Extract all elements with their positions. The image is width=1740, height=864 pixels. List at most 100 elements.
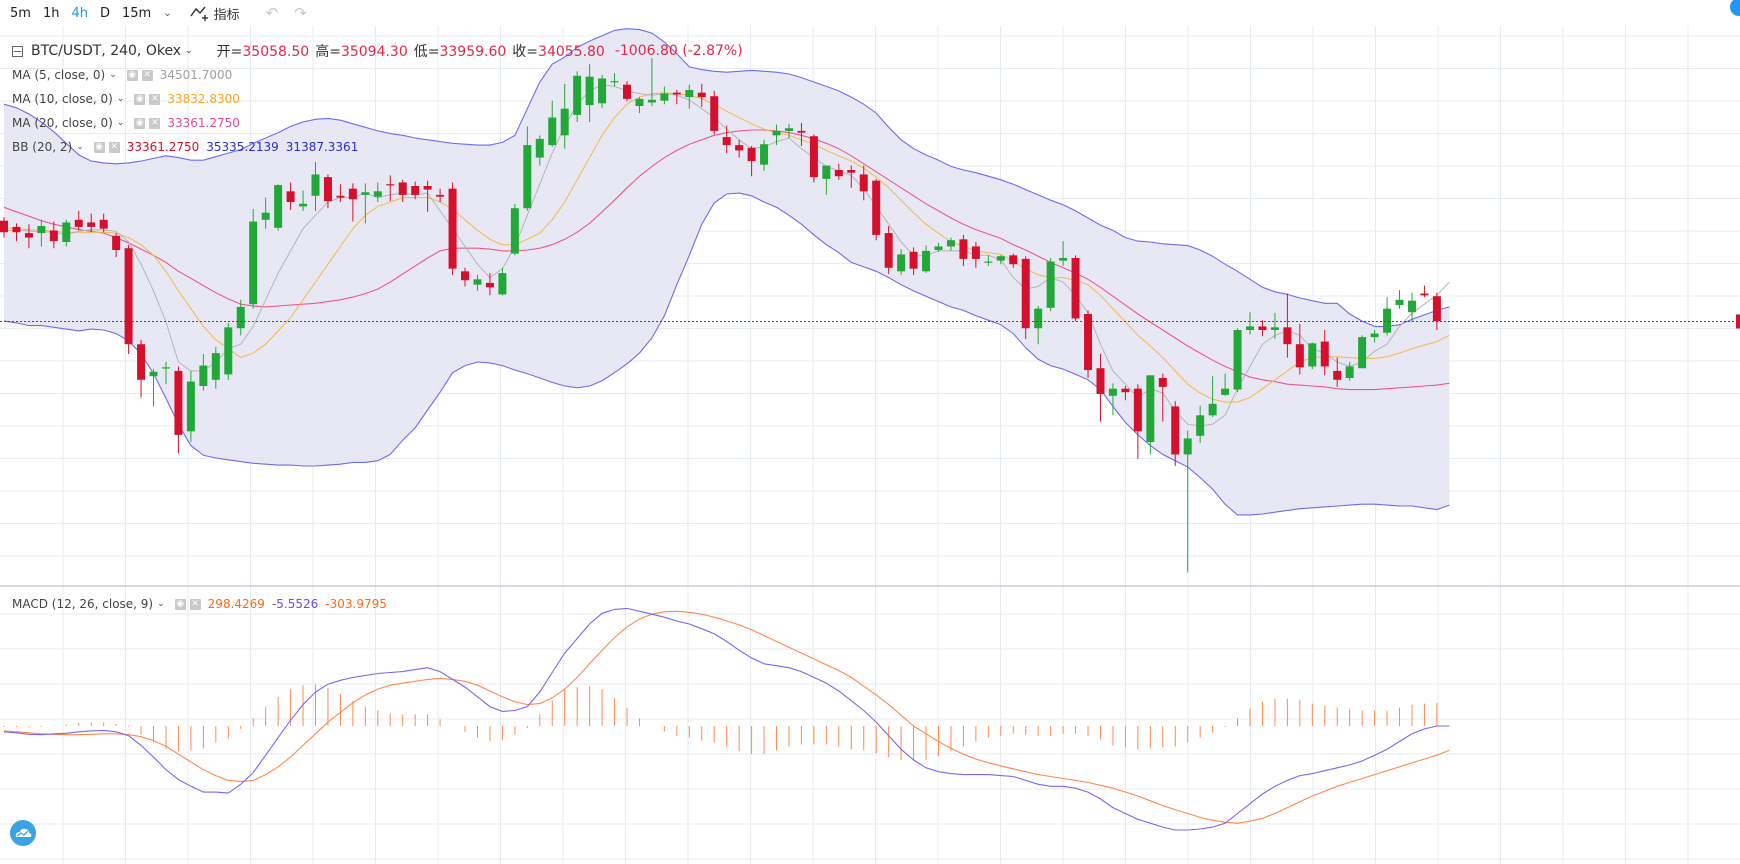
candle-body [872,180,881,235]
legend-ma5-label[interactable]: MA (5, close, 0) [12,68,106,82]
candle-body [909,251,918,269]
candle-body [772,130,781,136]
candle [423,180,432,212]
candle-body [710,96,719,131]
timeframe-dropdown-chevron-icon[interactable]: ⌄ [163,7,172,19]
candle [1196,405,1205,443]
candle [959,234,968,266]
candle [1308,342,1317,370]
redo-icon[interactable]: ↷ [294,4,307,22]
timeframe-15m[interactable]: 15m [121,5,152,21]
candle-body [610,81,619,83]
legend-bb-chevron-icon[interactable]: ⌄ [76,142,84,152]
candle-body [149,371,158,377]
legend-ma20-chevron-icon[interactable]: ⌄ [116,118,125,128]
ohlc-low: 低=33959.60 [414,41,507,61]
indicators-button[interactable]: 指标 [190,4,240,23]
cloud-logo-icon [15,828,32,837]
legend-bb-upper: 35335.2139 [206,140,279,154]
candle [996,255,1005,265]
candle-body [1121,388,1130,393]
symbol-label[interactable]: BTC/USDT, 240, Okex [31,43,182,59]
ma10-line [3,92,1450,403]
candle-body [1196,415,1205,436]
visibility-eye-icon[interactable]: ◉ [126,69,138,81]
visibility-eye-icon[interactable]: ◉ [134,93,146,105]
candle-body [261,212,270,220]
symbol-chevron-icon[interactable]: ⌄ [185,46,193,56]
remove-x-icon[interactable]: ✕ [108,141,120,153]
candle [1133,384,1142,459]
candle-body [946,240,955,247]
candle-body [12,226,21,233]
candle [1395,290,1404,309]
candle [834,163,843,180]
timeframe-1h[interactable]: 1h [42,5,60,21]
remove-x-icon[interactable]: ✕ [141,69,153,81]
candle [0,217,8,238]
candle-body [274,185,283,228]
candle-body [859,174,868,192]
legend-ma10-chevron-icon[interactable]: ⌄ [116,94,125,104]
candle [137,339,146,398]
candle [560,83,569,149]
legend-ma20-value: 33361.2750 [167,116,240,130]
candle-body [323,177,332,202]
candle [1059,241,1068,266]
candle-body [1034,308,1043,329]
candle [710,90,719,135]
visibility-eye-icon[interactable]: ◉ [93,141,105,153]
candle-body [1370,333,1379,338]
remove-x-icon[interactable]: ✕ [189,598,201,610]
candle [87,213,96,233]
candle [37,219,46,247]
visibility-eye-icon[interactable]: ◉ [174,598,186,610]
candle-body [361,192,370,195]
remove-x-icon[interactable]: ✕ [149,117,161,129]
user-avatar[interactable] [1730,0,1740,16]
candle-body [784,128,793,131]
app-logo[interactable] [10,820,36,846]
candle [124,244,133,354]
legend-bb-basis: 33361.2750 [126,140,200,154]
candle [535,135,544,166]
candle [548,100,557,147]
legend-ma20-label[interactable]: MA (20, close, 0) [12,116,113,130]
collapse-icon[interactable] [12,45,23,57]
candle-body [1345,366,1354,378]
legend-ma5-value: 34501.7000 [159,68,233,82]
macd-line [3,607,1450,831]
candle [112,233,121,258]
candle [847,165,856,188]
candle [623,81,631,102]
candle [747,146,756,177]
candle [1108,383,1117,416]
legend-ma5-chevron-icon[interactable]: ⌄ [109,70,117,80]
candle-body [1283,327,1292,345]
legend-macd-chevron-icon[interactable]: ⌄ [157,599,165,609]
visibility-eye-icon[interactable]: ◉ [134,117,146,129]
candle [49,221,58,249]
candle [573,71,582,122]
candle [1295,323,1304,375]
candle-body [186,381,195,432]
legend-bb-label[interactable]: BB (20, 2) [12,140,73,154]
timeframe-4h[interactable]: 4h [71,5,88,21]
timeframe-d[interactable]: D [99,5,110,21]
candle [1233,328,1242,393]
remove-x-icon[interactable]: ✕ [149,93,161,105]
candle [236,299,245,336]
undo-icon[interactable]: ↶ [265,4,279,22]
candle [722,125,731,154]
ohlc-high: 高=35094.30 [315,41,408,61]
legend-macd-label[interactable]: MACD (12, 26, close, 9) [12,597,154,611]
candle [897,249,906,275]
candle-body [747,147,756,162]
candle-body [473,279,482,285]
timeframe-5m[interactable]: 5m [10,5,31,21]
legend-ma10-label[interactable]: MA (10, close, 0) [12,92,113,106]
legend-bb-lower: 31387.3361 [285,140,359,154]
candle [373,182,382,202]
toolbar: 5m 1h 4h D 15m ⌄ 指标 ↶ ↷ [0,0,1740,26]
